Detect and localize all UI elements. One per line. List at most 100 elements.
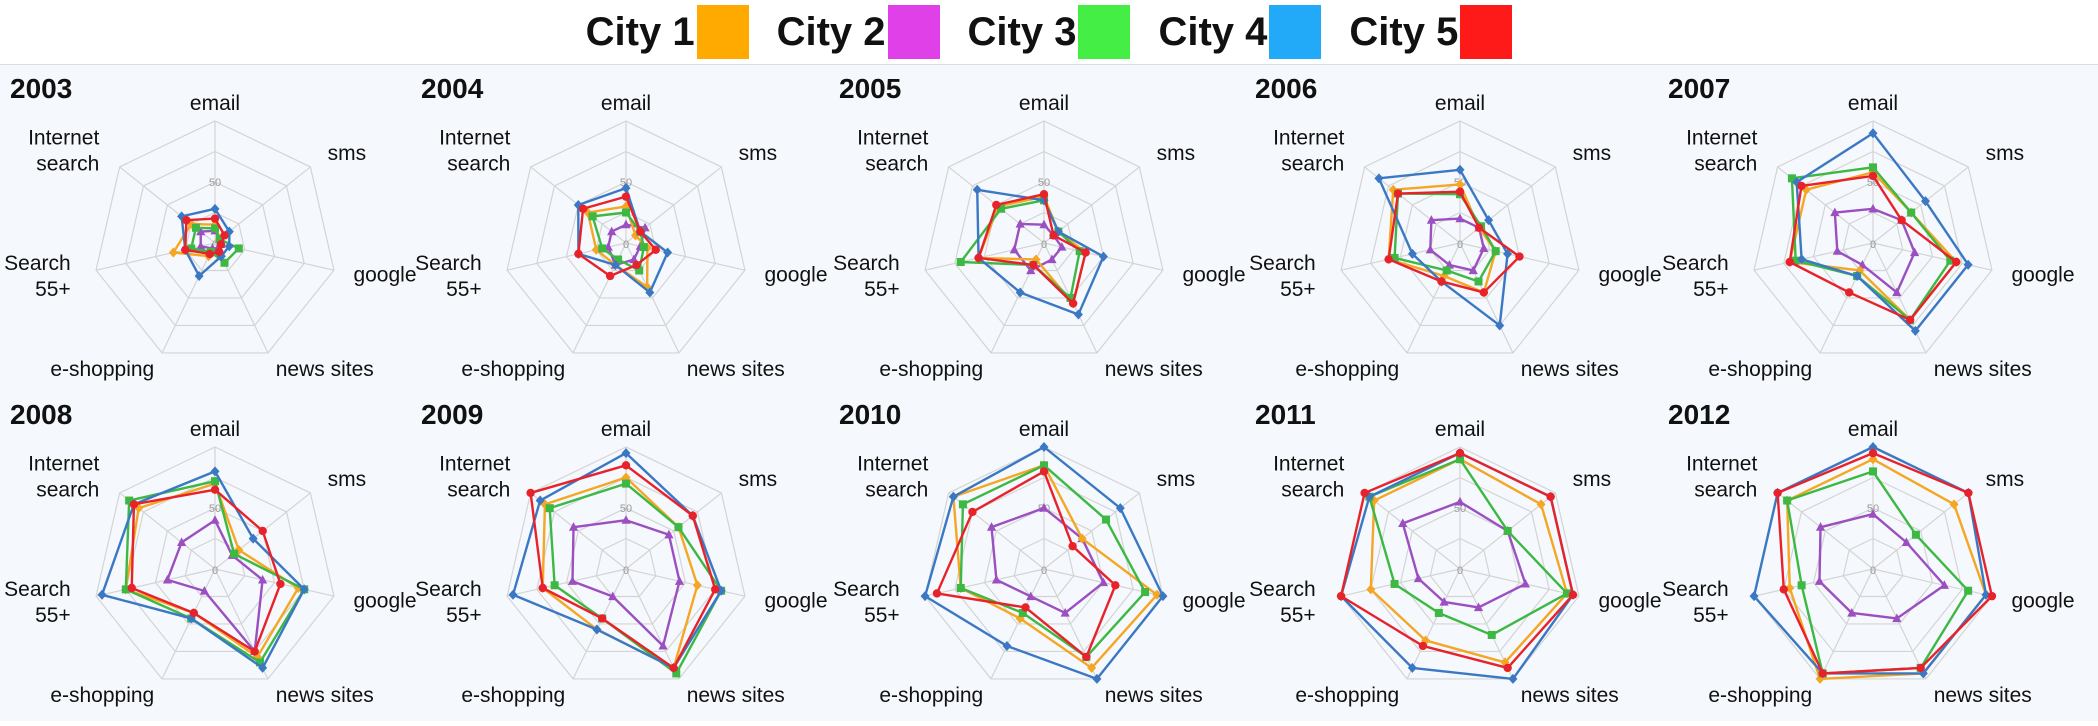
square-marker — [220, 258, 229, 267]
circle-marker — [1021, 603, 1030, 612]
axis-label: news sites — [1105, 358, 1203, 381]
grid-ring — [125, 150, 305, 327]
square-marker — [598, 244, 607, 253]
diamond-marker — [1115, 503, 1125, 514]
square-marker — [1946, 256, 1955, 265]
axis-label: email — [1435, 418, 1485, 441]
grid-ring — [1429, 537, 1491, 598]
legend-item: City 5 — [1349, 5, 1513, 59]
triangle-marker — [196, 226, 206, 236]
series-line — [548, 482, 723, 675]
series-line — [1387, 183, 1497, 294]
panel-year: 2008 — [10, 399, 72, 430]
circle-marker — [636, 227, 645, 236]
axis-label: Internet — [439, 453, 510, 476]
diamond-marker — [210, 203, 220, 214]
circle-marker — [205, 249, 214, 259]
triangle-marker — [1057, 242, 1067, 251]
triangle-marker — [1060, 607, 1070, 617]
triangle-marker — [1039, 219, 1049, 229]
axis-label: news sites — [276, 684, 374, 707]
axis-label: google — [2011, 264, 2074, 287]
axis-label: email — [190, 92, 240, 115]
diamond-marker — [1015, 287, 1025, 298]
tick-label: 0 — [1457, 239, 1463, 251]
triangle-marker — [658, 640, 668, 650]
grid-spoke — [625, 492, 722, 570]
axis-label: 55+ — [35, 604, 71, 627]
series-line — [1368, 458, 1569, 637]
grid-ring — [954, 150, 1134, 327]
grid-ring — [924, 120, 1164, 354]
circle-marker — [210, 214, 220, 223]
axis-label: google — [353, 264, 416, 287]
grid-spoke — [1777, 492, 1874, 570]
axis-label: search — [1694, 153, 1757, 176]
diamond-marker — [1910, 325, 1920, 336]
square-marker — [215, 235, 224, 244]
diamond-marker — [224, 241, 234, 252]
triangle-marker — [1939, 580, 1949, 589]
grid-ring — [95, 120, 335, 354]
circle-marker — [210, 485, 220, 494]
axis-label: sms — [328, 468, 367, 491]
axis-label: 55+ — [1693, 604, 1729, 627]
axis-label: news sites — [687, 358, 785, 381]
circle-marker — [1437, 277, 1446, 286]
circle-marker — [1384, 255, 1393, 264]
small-multiples-grid: 2003 0 50 email sms google news sites e-shoppin… — [0, 64, 2098, 721]
diamond-marker — [1508, 673, 1518, 684]
diamond-marker — [1366, 584, 1376, 595]
axis-label: email — [1848, 92, 1898, 115]
triangle-marker — [1455, 213, 1465, 223]
circle-marker — [189, 608, 199, 618]
series-line — [1776, 451, 1994, 675]
diamond-marker — [194, 270, 204, 281]
triangle-marker — [621, 515, 631, 524]
diamond-marker — [1455, 164, 1465, 175]
radar-panel: 2008 0 50 email sms google news sites e-shoppin… — [4, 399, 416, 707]
triangle-marker — [1009, 244, 1019, 254]
circle-marker — [1393, 189, 1403, 198]
series-line — [577, 186, 669, 294]
legend-item: City 2 — [777, 5, 940, 59]
axis-label: search — [865, 153, 928, 176]
series-line — [1387, 190, 1521, 294]
series-line — [935, 470, 1117, 659]
axis-label: 55+ — [35, 278, 71, 301]
axis-label: sms — [1573, 468, 1612, 491]
square-marker — [1797, 581, 1806, 590]
diamond-marker — [1949, 499, 1959, 510]
grid-spoke — [572, 568, 627, 680]
diamond-marker — [535, 495, 545, 506]
series-line — [1785, 470, 1970, 675]
triangle-marker — [1468, 265, 1478, 275]
grid-spoke — [625, 568, 746, 597]
axis-label: e-shopping — [1295, 684, 1399, 707]
axis-label: email — [1435, 92, 1485, 115]
axis-label: search — [865, 479, 928, 502]
grid-spoke — [1459, 242, 1514, 354]
grid-spoke — [1459, 166, 1556, 244]
grid-spoke — [1872, 568, 1927, 680]
axis-label: Internet — [28, 453, 99, 476]
circle-marker — [1546, 492, 1555, 501]
axis-label: google — [353, 590, 416, 613]
grid-spoke — [924, 568, 1045, 597]
radar-panel: 2004 0 50 email sms google news sites e-shoppin… — [415, 73, 827, 381]
diamond-marker — [1073, 309, 1083, 320]
grid-spoke — [1753, 568, 1874, 597]
diamond-marker — [1792, 177, 1802, 188]
diamond-marker — [1536, 499, 1546, 510]
axis-label: 55+ — [864, 604, 900, 627]
triangle-marker — [1426, 215, 1436, 224]
series-line — [1785, 458, 1988, 681]
square-marker — [125, 496, 134, 505]
circle-marker — [258, 526, 267, 536]
circle-marker — [1785, 257, 1794, 267]
triangle-marker — [162, 574, 173, 584]
circle-marker — [1418, 641, 1428, 651]
circle-marker — [250, 647, 259, 656]
grid-ring — [506, 120, 746, 354]
grid-spoke — [214, 568, 335, 597]
